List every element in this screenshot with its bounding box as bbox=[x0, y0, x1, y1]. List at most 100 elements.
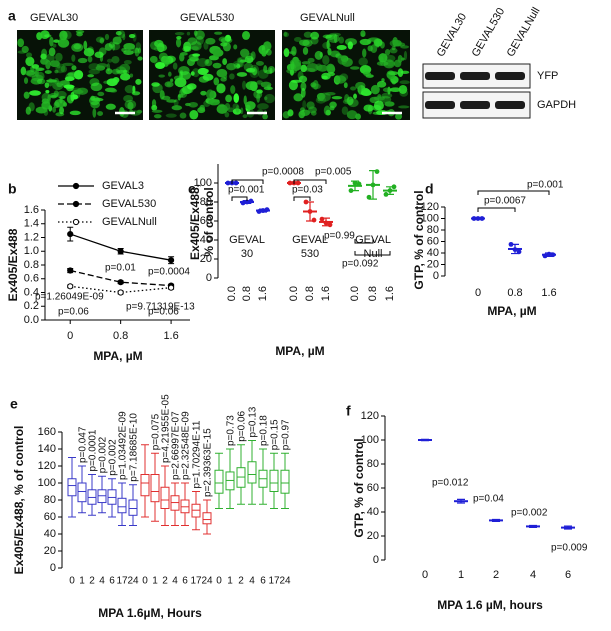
cell bbox=[54, 99, 66, 108]
group-label: Null bbox=[364, 248, 383, 260]
cell bbox=[150, 41, 159, 50]
point bbox=[117, 279, 124, 286]
whisker-high bbox=[98, 475, 106, 490]
bracket bbox=[477, 190, 550, 195]
cell bbox=[316, 64, 329, 72]
bracket bbox=[477, 207, 516, 212]
x-tick-label: 4 bbox=[530, 569, 536, 581]
cell bbox=[389, 87, 402, 93]
cell bbox=[236, 72, 248, 77]
whisker-low bbox=[203, 523, 211, 535]
cell bbox=[73, 43, 82, 50]
y-tick-label: 120 bbox=[421, 201, 439, 213]
bracket bbox=[354, 251, 391, 256]
cell bbox=[300, 64, 308, 73]
point bbox=[264, 207, 270, 213]
whisker-high bbox=[270, 452, 278, 471]
bracket bbox=[293, 179, 327, 184]
cell bbox=[54, 69, 59, 74]
cell bbox=[322, 55, 330, 65]
p-value: p=0.002 bbox=[98, 436, 109, 473]
cell bbox=[95, 65, 106, 71]
point bbox=[542, 253, 548, 259]
cell bbox=[239, 59, 247, 63]
point bbox=[117, 289, 124, 296]
cell bbox=[342, 99, 351, 105]
cell bbox=[306, 62, 319, 73]
cell bbox=[123, 50, 134, 56]
y-tick-label: 80 bbox=[367, 458, 379, 470]
bracket bbox=[231, 196, 248, 201]
cell bbox=[347, 41, 353, 50]
cell bbox=[310, 31, 320, 40]
y-axis-label: % of control bbox=[202, 187, 216, 256]
p-value: p=0.01 bbox=[105, 263, 136, 274]
y-tick-label: 20 bbox=[367, 530, 379, 542]
cell bbox=[89, 95, 101, 106]
cell bbox=[302, 39, 313, 47]
cell bbox=[380, 41, 385, 49]
cell bbox=[197, 67, 209, 75]
line bbox=[70, 233, 172, 261]
y-tick-label: 0.0 bbox=[24, 314, 39, 326]
p-value: p=0.005 bbox=[315, 167, 352, 178]
cell bbox=[301, 61, 311, 65]
y-tick-label: 60 bbox=[200, 215, 212, 227]
p-value: p=0.012 bbox=[432, 478, 469, 489]
p-value: p=0.002 bbox=[108, 439, 119, 476]
cell bbox=[77, 57, 88, 64]
box bbox=[202, 512, 212, 525]
band bbox=[460, 72, 490, 80]
x-tick-label: 0 bbox=[142, 576, 148, 587]
legend-label: GEVAL3 bbox=[102, 180, 144, 192]
lane-label: GEVAL530 bbox=[470, 6, 508, 59]
cell bbox=[123, 42, 136, 51]
whisker-low bbox=[141, 495, 149, 518]
whisker-high bbox=[151, 452, 159, 475]
p-value: p=0.009 bbox=[551, 543, 588, 554]
y-tick-label: 40 bbox=[427, 247, 439, 259]
point bbox=[370, 182, 376, 188]
cell bbox=[353, 93, 357, 99]
cell bbox=[260, 81, 272, 88]
box bbox=[150, 474, 160, 503]
whisker-high bbox=[281, 452, 289, 471]
p-value: p=0.13 bbox=[248, 406, 259, 437]
whisker-high bbox=[141, 444, 149, 475]
whisker-high bbox=[108, 478, 116, 490]
cell bbox=[208, 99, 220, 106]
group-label: 30 bbox=[241, 248, 253, 260]
lane-label: GEVAL30 bbox=[435, 11, 469, 59]
cell bbox=[287, 109, 294, 117]
y-tick-label: 0 bbox=[50, 562, 56, 574]
cell bbox=[398, 105, 410, 109]
x-tick-label: 1.6 bbox=[163, 330, 178, 342]
p-value: p=7.18685E-10 bbox=[129, 413, 140, 482]
whisker-low bbox=[161, 508, 169, 526]
cell bbox=[200, 90, 207, 96]
x-tick-label: 1.6 bbox=[257, 286, 269, 301]
bracket bbox=[354, 239, 374, 244]
p-value: p=1.70294E-11 bbox=[192, 420, 203, 488]
p-value: p=0.99 bbox=[324, 231, 355, 242]
cell bbox=[59, 106, 65, 115]
whisker-low bbox=[129, 515, 137, 526]
cell bbox=[97, 91, 105, 97]
x-tick-label: 1.6 bbox=[541, 287, 556, 299]
cell bbox=[137, 56, 143, 61]
cell bbox=[52, 43, 57, 48]
cell bbox=[358, 85, 362, 95]
box bbox=[269, 469, 279, 492]
cell bbox=[127, 101, 134, 110]
cell bbox=[23, 77, 29, 84]
cell bbox=[71, 42, 84, 52]
cell bbox=[153, 114, 162, 119]
cell bbox=[72, 89, 84, 94]
cell bbox=[87, 74, 95, 78]
cell bbox=[95, 36, 105, 43]
cell bbox=[64, 76, 75, 82]
y-tick-label: 160 bbox=[38, 426, 56, 438]
y-tick-label: 40 bbox=[200, 234, 212, 246]
cell bbox=[263, 65, 268, 74]
